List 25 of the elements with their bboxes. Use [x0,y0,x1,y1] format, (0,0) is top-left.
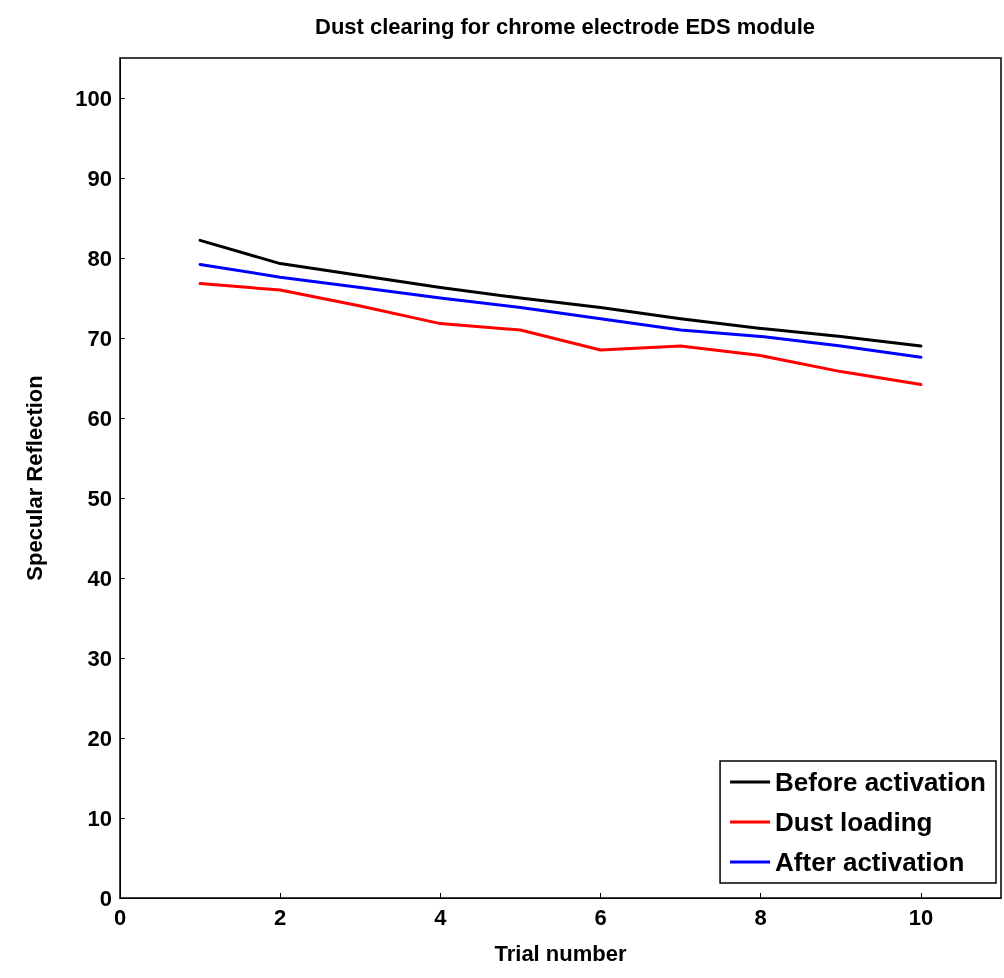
x-tick-label: 4 [434,904,448,930]
x-tick-label: 6 [594,904,607,930]
legend-label: Before activation [775,767,987,797]
x-tick-label: 2 [274,904,287,930]
chart-title: Dust clearing for chrome electrode EDS module [314,13,816,39]
x-axis-title: Trial number [494,940,627,966]
y-tick-label: 80 [87,245,112,271]
y-tick-label: 20 [87,725,112,751]
x-tick-label: 10 [908,904,934,930]
y-tick-label: 50 [87,485,112,511]
y-tick-label: 70 [87,325,112,351]
line-series [198,238,923,348]
y-tick-label: 0 [99,885,112,911]
y-tick-label: 90 [87,165,112,191]
legend-label: Dust loading [775,807,933,837]
y-tick-label: 40 [87,565,112,591]
y-tick-label: 30 [87,645,112,671]
line-series [198,282,923,386]
x-tick-label: 8 [754,904,767,930]
y-tick-label: 60 [87,405,112,431]
y-tick-label: 10 [87,805,112,831]
y-axis-title: Specular Reflection [21,375,47,581]
legend-label: After activation [775,847,965,877]
y-tick-label: 100 [75,85,112,111]
line-series [198,262,923,359]
